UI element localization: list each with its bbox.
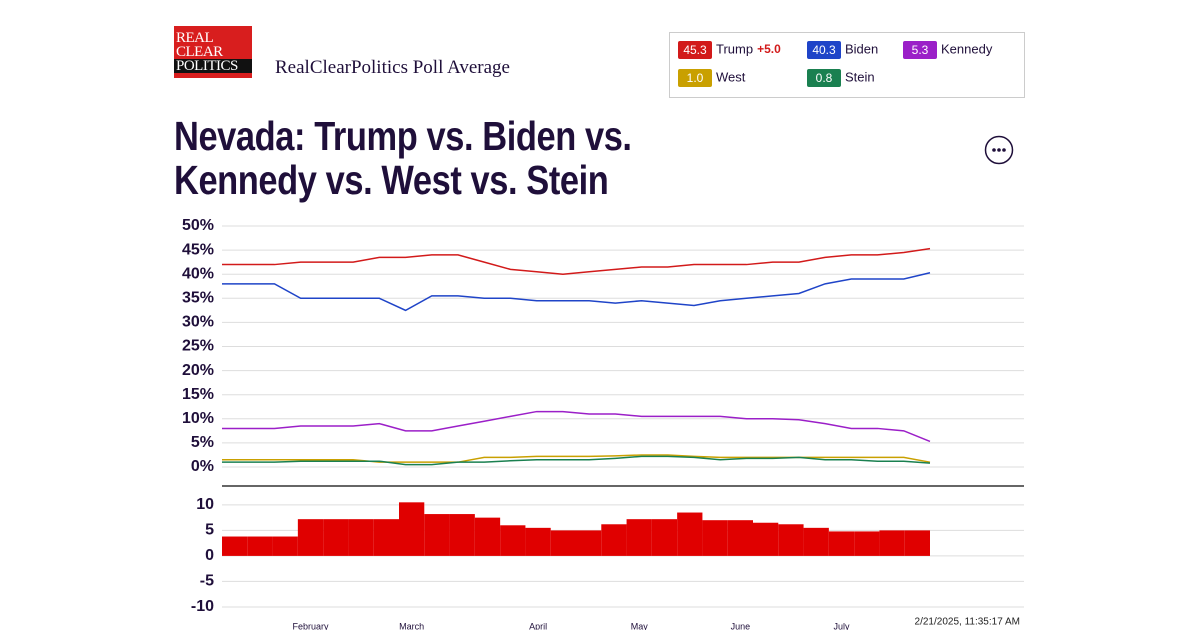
line [222, 454, 931, 463]
y-tick-label: 5 [205, 522, 214, 539]
bar [828, 531, 855, 556]
x-tick-label: June [731, 621, 751, 630]
line [222, 410, 931, 443]
bar [323, 519, 349, 556]
bar [803, 527, 829, 556]
legend-swatch [678, 69, 712, 87]
bar [424, 514, 450, 556]
bar [373, 519, 399, 556]
bar [297, 519, 324, 556]
more-button[interactable] [984, 135, 1014, 165]
legend-value: 5.3 [912, 43, 929, 57]
logo-text: REAL [176, 30, 214, 46]
y-tick-label: 35% [182, 290, 214, 307]
logo-text: POLITICS [174, 59, 252, 74]
legend-label: West [716, 69, 746, 84]
x-tick-label: March [399, 621, 424, 630]
bar [677, 512, 703, 556]
y-tick-label: -5 [200, 573, 214, 590]
y-tick-label: 15% [182, 386, 214, 403]
legend-swatch [678, 41, 712, 59]
bar [651, 519, 678, 556]
bar [272, 536, 298, 556]
bar [500, 525, 526, 556]
bar [550, 530, 576, 556]
bar [399, 502, 425, 556]
chart-title: Nevada: Trump vs. Biden vs. Kennedy vs. … [174, 113, 632, 203]
bar [753, 522, 779, 556]
dot [1002, 148, 1006, 152]
bar [778, 524, 804, 556]
line [222, 272, 931, 312]
bar [879, 530, 905, 556]
bar [222, 536, 248, 556]
bar [449, 514, 475, 556]
legend-value: 1.0 [687, 71, 704, 85]
bar [525, 527, 551, 556]
bar [702, 520, 728, 556]
logo-text: CLEAR [176, 44, 223, 60]
y-tick-label: 20% [182, 362, 214, 379]
legend-spread: +5.0 [757, 42, 781, 56]
y-tick-label: 10 [196, 496, 214, 513]
legend-value: 45.3 [683, 43, 707, 57]
bar [904, 530, 930, 556]
y-tick-label: -10 [191, 598, 214, 615]
x-tick-label: July [833, 621, 850, 630]
legend-label: Kennedy [941, 41, 993, 56]
legend-label: Stein [845, 69, 875, 84]
bar [626, 519, 652, 556]
legend-value: 40.3 [812, 43, 836, 57]
y-tick-label: 50% [182, 217, 214, 234]
y-tick-label: 45% [182, 241, 214, 258]
legend-box [669, 32, 1025, 98]
x-tick-label: February [292, 621, 329, 630]
line [222, 247, 931, 275]
legend-swatch [807, 69, 841, 87]
logo[interactable]: REAL CLEAR POLITICS [174, 26, 252, 78]
bar [348, 519, 374, 556]
y-tick-label: 30% [182, 314, 214, 331]
bar [576, 530, 602, 556]
y-tick-label: 40% [182, 265, 214, 282]
subtitle: RealClearPolitics Poll Average [275, 57, 510, 78]
x-tick-label: April [529, 621, 547, 630]
y-tick-label: 25% [182, 338, 214, 355]
y-tick-label: 0% [191, 458, 214, 475]
line [222, 455, 931, 466]
timestamp: 2/21/2025, 11:35:17 AM [915, 617, 1020, 628]
y-tick-label: 5% [191, 434, 214, 451]
bar [727, 520, 753, 556]
legend-label: Biden [845, 41, 878, 56]
bar [474, 517, 501, 556]
y-tick-label: 10% [182, 410, 214, 427]
legend-swatch [807, 41, 841, 59]
bar [601, 524, 627, 556]
dot [997, 148, 1001, 152]
bar [854, 531, 880, 556]
dot [992, 148, 996, 152]
legend-label: Trump [716, 41, 753, 56]
x-tick-label: May [631, 621, 649, 630]
legend-value: 0.8 [816, 71, 833, 85]
y-tick-label: 0 [205, 547, 214, 564]
bar [247, 536, 273, 556]
legend-swatch [903, 41, 937, 59]
